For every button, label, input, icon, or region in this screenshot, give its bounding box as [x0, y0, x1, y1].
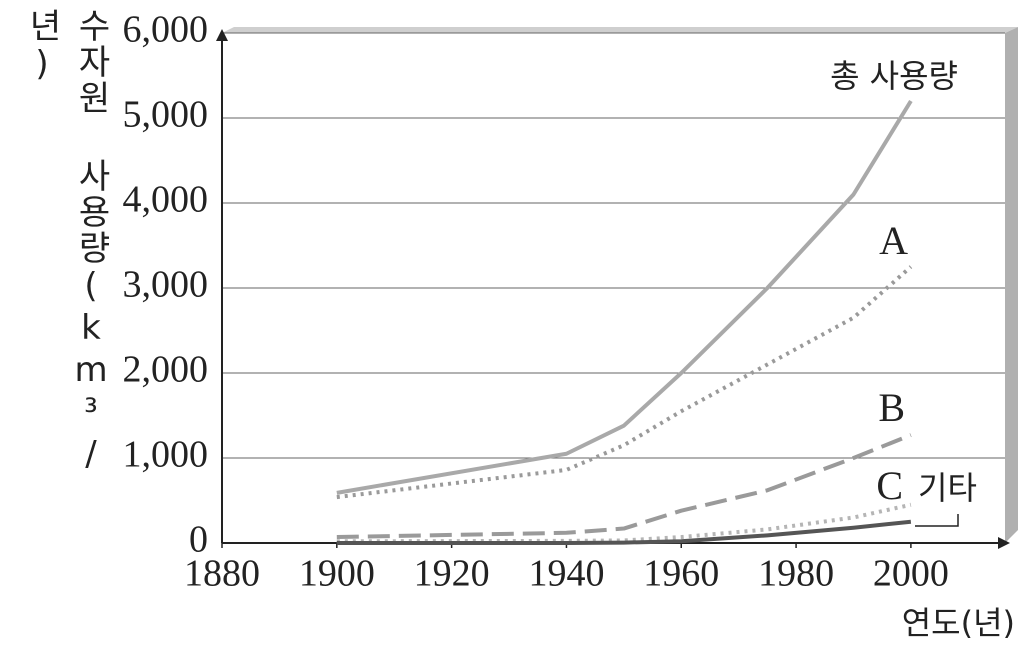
x-tick-label: 1960: [643, 553, 719, 595]
y-tick-label: 5,000: [123, 94, 209, 136]
x-axis-arrow: [998, 537, 1010, 549]
y-axis-arrow: [216, 29, 228, 41]
x-tick-label: 2000: [873, 553, 949, 595]
series-label: A: [879, 218, 908, 263]
series-line: [336, 502, 912, 544]
series-line: [336, 265, 913, 500]
frame-side: [1005, 27, 1018, 543]
y-axis-label: 수자원 사용량(km³/년): [22, 8, 111, 476]
x-axis-label: 연도(년): [902, 604, 1015, 642]
x-tick-label: 1920: [414, 553, 490, 595]
series-label: 기타: [918, 469, 977, 507]
series-label: 총 사용량: [830, 57, 958, 95]
frame-top: [222, 27, 1018, 33]
y-tick-label: 4,000: [123, 179, 209, 221]
series-line: [336, 433, 912, 540]
series-label: B: [878, 385, 905, 430]
x-tick-label: 1880: [184, 553, 260, 595]
x-tick-label: 1900: [299, 553, 375, 595]
x-tick-label: 1940: [528, 553, 604, 595]
series-line: [336, 99, 913, 495]
y-tick-label: 1,000: [123, 434, 209, 476]
y-tick-label: 2,000: [123, 349, 209, 391]
series-label: C: [876, 463, 903, 508]
series-line: [336, 519, 912, 545]
y-tick-label: 6,000: [123, 9, 209, 51]
label-bracket: [915, 514, 959, 527]
y-tick-label: 3,000: [123, 264, 209, 306]
y-tick-label: 0: [189, 519, 208, 561]
x-tick-label: 1980: [758, 553, 834, 595]
